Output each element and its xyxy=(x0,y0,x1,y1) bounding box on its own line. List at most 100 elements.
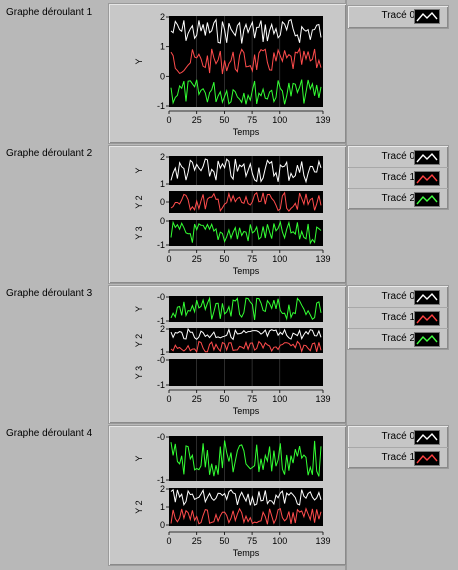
x-tick-label: 100 xyxy=(272,115,287,125)
y-axis-label: Y 2 xyxy=(134,334,144,347)
y-axis-label: Y xyxy=(134,455,144,461)
legend-item[interactable]: Tracé 1 xyxy=(348,307,448,328)
y-axis-label: Y xyxy=(134,58,144,64)
x-tick-label: 25 xyxy=(192,536,202,546)
x-tick-label: 100 xyxy=(272,394,287,404)
y-tick-label: -0 xyxy=(157,432,165,442)
legend-item[interactable]: Tracé 0 xyxy=(348,287,448,307)
legend-item[interactable]: Tracé 1 xyxy=(348,447,448,468)
x-tick-label: 100 xyxy=(272,254,287,264)
x-tick-label: 75 xyxy=(247,254,257,264)
legend-item[interactable]: Tracé 1 xyxy=(348,167,448,188)
y-tick-label: 2 xyxy=(160,152,165,162)
legend-label: Tracé 2 xyxy=(381,333,415,344)
legend-item[interactable]: Tracé 0 xyxy=(348,6,448,26)
trace-line xyxy=(170,327,322,341)
grid-lines xyxy=(196,156,281,185)
grid-lines xyxy=(196,359,281,386)
legend-label: Tracé 2 xyxy=(381,193,415,204)
y-tick-label: 2 xyxy=(160,484,165,494)
plot-legend[interactable]: Tracé 0 Tracé 1 Tracé 2 xyxy=(347,145,449,210)
trace-swatch-icon xyxy=(414,290,440,305)
grid-lines xyxy=(196,328,281,353)
y-tick-label: 2 xyxy=(160,324,165,334)
x-tick-label: 25 xyxy=(192,115,202,125)
legend-item[interactable]: Tracé 2 xyxy=(348,188,448,209)
legend-label: Tracé 0 xyxy=(381,10,415,21)
legend-label: Tracé 0 xyxy=(381,291,415,302)
x-axis-label: Temps xyxy=(233,127,260,137)
x-tick-label: 75 xyxy=(247,536,257,546)
trace-swatch-icon xyxy=(414,311,440,326)
trace-swatch-icon xyxy=(414,192,440,207)
trace-swatch-icon xyxy=(414,9,440,24)
trace-line xyxy=(170,507,322,525)
graph-title: Graphe déroulant 3 xyxy=(6,288,93,299)
y-tick-label: 1 xyxy=(160,347,165,357)
graph-title: Graphe déroulant 1 xyxy=(6,7,93,18)
graph-panel[interactable]: -0 -1 Y 2 1 0 Y 2 0 25 50 75 100 139 Temps xyxy=(108,425,347,566)
trace-line xyxy=(170,47,322,75)
y-tick-label: -1 xyxy=(157,240,165,250)
x-axis-label: Temps xyxy=(233,266,260,276)
legend-item[interactable]: Tracé 2 xyxy=(348,328,448,349)
graph-panel[interactable]: 2 1 0 -1 Y 0 25 50 75 100 139 Temps xyxy=(108,3,347,144)
trace-line xyxy=(170,340,322,354)
x-tick-label: 50 xyxy=(219,254,229,264)
y-tick-label: -1 xyxy=(157,475,165,485)
trace-line xyxy=(170,440,322,477)
legend-label: Tracé 1 xyxy=(381,452,415,463)
y-tick-label: 0 xyxy=(160,197,165,207)
x-tick-label: 50 xyxy=(219,394,229,404)
trace-line xyxy=(170,296,322,321)
y-tick-label: 2 xyxy=(160,12,165,22)
y-axis-label: Y 3 xyxy=(134,366,144,379)
legend-label: Tracé 0 xyxy=(381,151,415,162)
chart: -0 -1 Y 2 1 0 Y 2 0 25 50 75 100 139 Temps xyxy=(134,432,331,558)
x-tick-label: 0 xyxy=(166,536,171,546)
y-axis-label: Y 3 xyxy=(134,226,144,239)
graph-title: Graphe déroulant 4 xyxy=(6,428,93,439)
plot-area xyxy=(169,359,323,386)
trace-line xyxy=(170,18,322,44)
trace-swatch-icon xyxy=(414,150,440,165)
legend-item[interactable]: Tracé 0 xyxy=(348,147,448,167)
trace-swatch-icon xyxy=(414,171,440,186)
y-tick-label: 1 xyxy=(160,42,165,52)
y-tick-label: -0 xyxy=(157,355,165,365)
trace-swatch-icon xyxy=(414,332,440,347)
trace-swatch-icon xyxy=(414,451,440,466)
y-axis-label: Y xyxy=(134,306,144,312)
x-tick-label: 50 xyxy=(219,115,229,125)
trace-swatch-icon xyxy=(414,430,440,445)
y-axis-label: Y 2 xyxy=(134,500,144,513)
x-tick-label: 139 xyxy=(315,394,330,404)
x-tick-label: 100 xyxy=(272,536,287,546)
y-tick-label: 1 xyxy=(160,179,165,189)
y-tick-label: 0 xyxy=(160,520,165,530)
y-axis-label: Y 2 xyxy=(134,195,144,208)
plot-legend[interactable]: Tracé 0 Tracé 1 xyxy=(347,425,449,469)
trace-line xyxy=(170,79,322,105)
x-tick-label: 139 xyxy=(315,115,330,125)
x-axis-label: Temps xyxy=(233,548,260,558)
plot-area xyxy=(169,16,323,107)
legend-label: Tracé 1 xyxy=(381,312,415,323)
plot-legend[interactable]: Tracé 0 xyxy=(347,5,449,29)
y-tick-label: -1 xyxy=(157,380,165,390)
plot-area xyxy=(169,191,323,213)
plot-area xyxy=(169,436,323,481)
plot-legend[interactable]: Tracé 0 Tracé 1 Tracé 2 xyxy=(347,285,449,350)
x-tick-label: 0 xyxy=(166,115,171,125)
x-axis-label: Temps xyxy=(233,406,260,416)
legend-label: Tracé 1 xyxy=(381,172,415,183)
y-tick-label: -1 xyxy=(157,101,165,111)
trace-line xyxy=(170,158,322,184)
legend-item[interactable]: Tracé 0 xyxy=(348,427,448,447)
graph-panel[interactable]: -0 -1 Y 2 1 Y 2 -0 -1 Y 3 0 25 50 75 100 139 Temps xyxy=(108,285,347,424)
x-tick-label: 25 xyxy=(192,254,202,264)
y-tick-label: 1 xyxy=(160,502,165,512)
